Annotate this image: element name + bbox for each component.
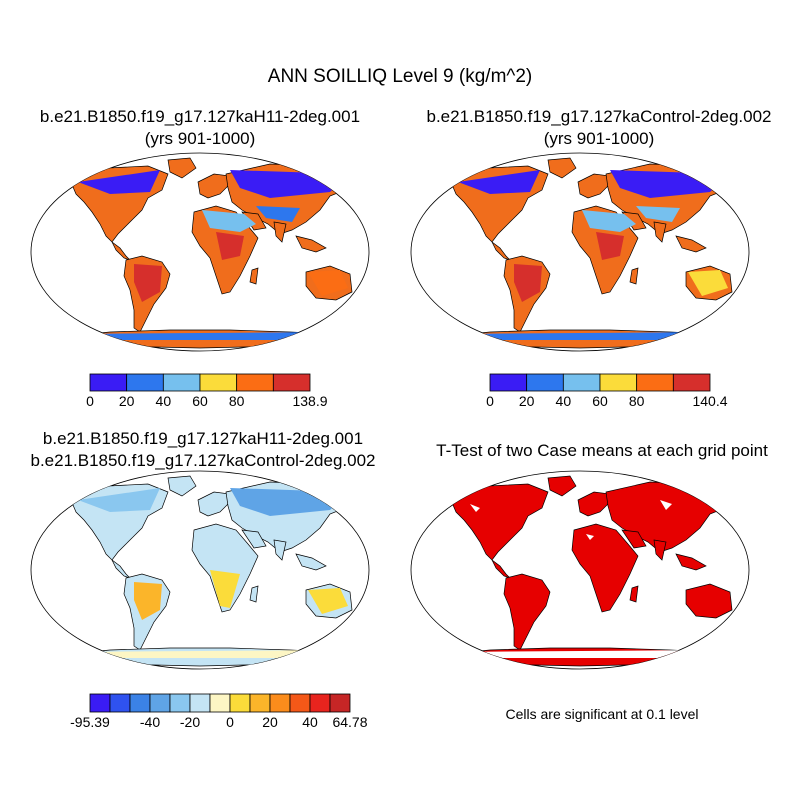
colorbar-diff-box-12 <box>329 693 351 713</box>
colorbar-diff-labels: -95.39 -40 -20 0 20 40 64.78 <box>70 714 368 730</box>
colorbar-case1-tick-label: 60 <box>192 393 208 409</box>
colorbar-case2-box-2 <box>562 373 601 392</box>
colorbar-case1-tick-label: 20 <box>119 393 135 409</box>
colorbar-case2-box-1 <box>526 373 564 392</box>
panel-case1-title-line1: b.e21.B1850.f19_g17.127kaH11-2deg.001 <box>39 107 361 126</box>
panel-case2-title-line2: (yrs 901-1000) <box>543 129 655 148</box>
panel-case1-title-line2: (yrs 901-1000) <box>144 129 256 148</box>
colorbar-case1-box-2 <box>162 373 201 392</box>
colorbar-case1-tick-label: 80 <box>229 393 245 409</box>
colorbar-diff-tick-label: -20 <box>180 714 200 730</box>
colorbar-case2-boxes <box>489 373 711 392</box>
colorbar-diff-box-2 <box>129 693 151 713</box>
colorbar-diff-tick-label: 40 <box>302 714 318 730</box>
colorbar-case2-tick-label: 140.4 <box>692 393 727 409</box>
colorbar-diff-tick-label: 20 <box>262 714 278 730</box>
colorbar-case2-box-5 <box>672 373 711 392</box>
colorbar-diff-box-3 <box>149 693 171 713</box>
colorbar-diff-box-9 <box>269 693 291 713</box>
colorbar-case1-boxes <box>89 373 311 392</box>
colorbar-case1-labels: 0 20 40 60 80 138.9 <box>86 393 328 409</box>
colorbar-case1-tick-label: 138.9 <box>292 393 327 409</box>
colorbar-case2: 0 20 40 60 80 140.4 <box>486 373 728 409</box>
main-title: ANN SOILLIQ Level 9 (kg/m^2) <box>267 66 533 87</box>
panel-diff-title-line2: b.e21.B1850.f19_g17.127kaControl-2deg.00… <box>30 451 376 470</box>
map-diff <box>30 470 370 670</box>
colorbar-diff-tick-label: -95.39 <box>70 714 110 730</box>
colorbar-diff-tick-label: 0 <box>226 714 234 730</box>
colorbar-case1-box-3 <box>199 373 238 392</box>
map-ttest <box>410 470 750 670</box>
panel-diff-title-line1: b.e21.B1850.f19_g17.127kaH11-2deg.001 <box>42 429 364 448</box>
colorbar-case1: 0 20 40 60 80 138.9 <box>86 373 328 409</box>
colorbar-case1-box-4 <box>236 373 274 392</box>
colorbar-diff-box-11 <box>309 693 331 713</box>
colorbar-case2-box-0 <box>489 373 528 392</box>
colorbar-diff-box-8 <box>249 693 271 713</box>
colorbar-case2-box-4 <box>636 373 674 392</box>
colorbar-diff-boxes <box>89 693 351 713</box>
colorbar-case2-box-3 <box>599 373 638 392</box>
ttest-note: Cells are significant at 0.1 level <box>505 706 699 722</box>
colorbar-case1-box-1 <box>126 373 164 392</box>
colorbar-diff-tick-label: -40 <box>140 714 160 730</box>
panel-case2-title-line1: b.e21.B1850.f19_g17.127kaControl-2deg.00… <box>426 107 772 126</box>
colorbar-case2-tick-label: 40 <box>556 393 572 409</box>
panel-case1-title: b.e21.B1850.f19_g17.127kaH11-2deg.001 (y… <box>0 106 400 150</box>
colorbar-case1-box-5 <box>272 373 311 392</box>
colorbar-case1-tick-label: 40 <box>156 393 172 409</box>
colorbar-diff-box-1 <box>109 693 131 713</box>
map-case2 <box>410 152 750 352</box>
colorbar-diff-tick-label: 64.78 <box>332 714 367 730</box>
panel-case2-title: b.e21.B1850.f19_g17.127kaControl-2deg.00… <box>398 106 800 150</box>
colorbar-case1-box-0 <box>89 373 128 392</box>
colorbar-diff-box-10 <box>289 693 311 713</box>
colorbar-case2-tick-label: 0 <box>486 393 494 409</box>
colorbar-diff-box-0 <box>89 693 111 713</box>
panel-diff-title: b.e21.B1850.f19_g17.127kaH11-2deg.001 b.… <box>0 428 406 472</box>
colorbar-diff-box-5 <box>189 693 211 713</box>
colorbar-diff: -95.39 -40 -20 0 20 40 64.78 <box>70 693 368 730</box>
colorbar-diff-box-4 <box>169 693 191 713</box>
colorbar-diff-box-7 <box>229 693 251 713</box>
colorbar-diff-box-6 <box>209 693 231 713</box>
colorbar-case2-tick-label: 80 <box>629 393 645 409</box>
panel-ttest-title: T-Test of two Case means at each grid po… <box>436 441 768 460</box>
colorbar-case2-labels: 0 20 40 60 80 140.4 <box>486 393 728 409</box>
map-case1 <box>30 152 370 352</box>
colorbar-case2-tick-label: 60 <box>592 393 608 409</box>
colorbar-case1-tick-label: 0 <box>86 393 94 409</box>
colorbar-case2-tick-label: 20 <box>519 393 535 409</box>
